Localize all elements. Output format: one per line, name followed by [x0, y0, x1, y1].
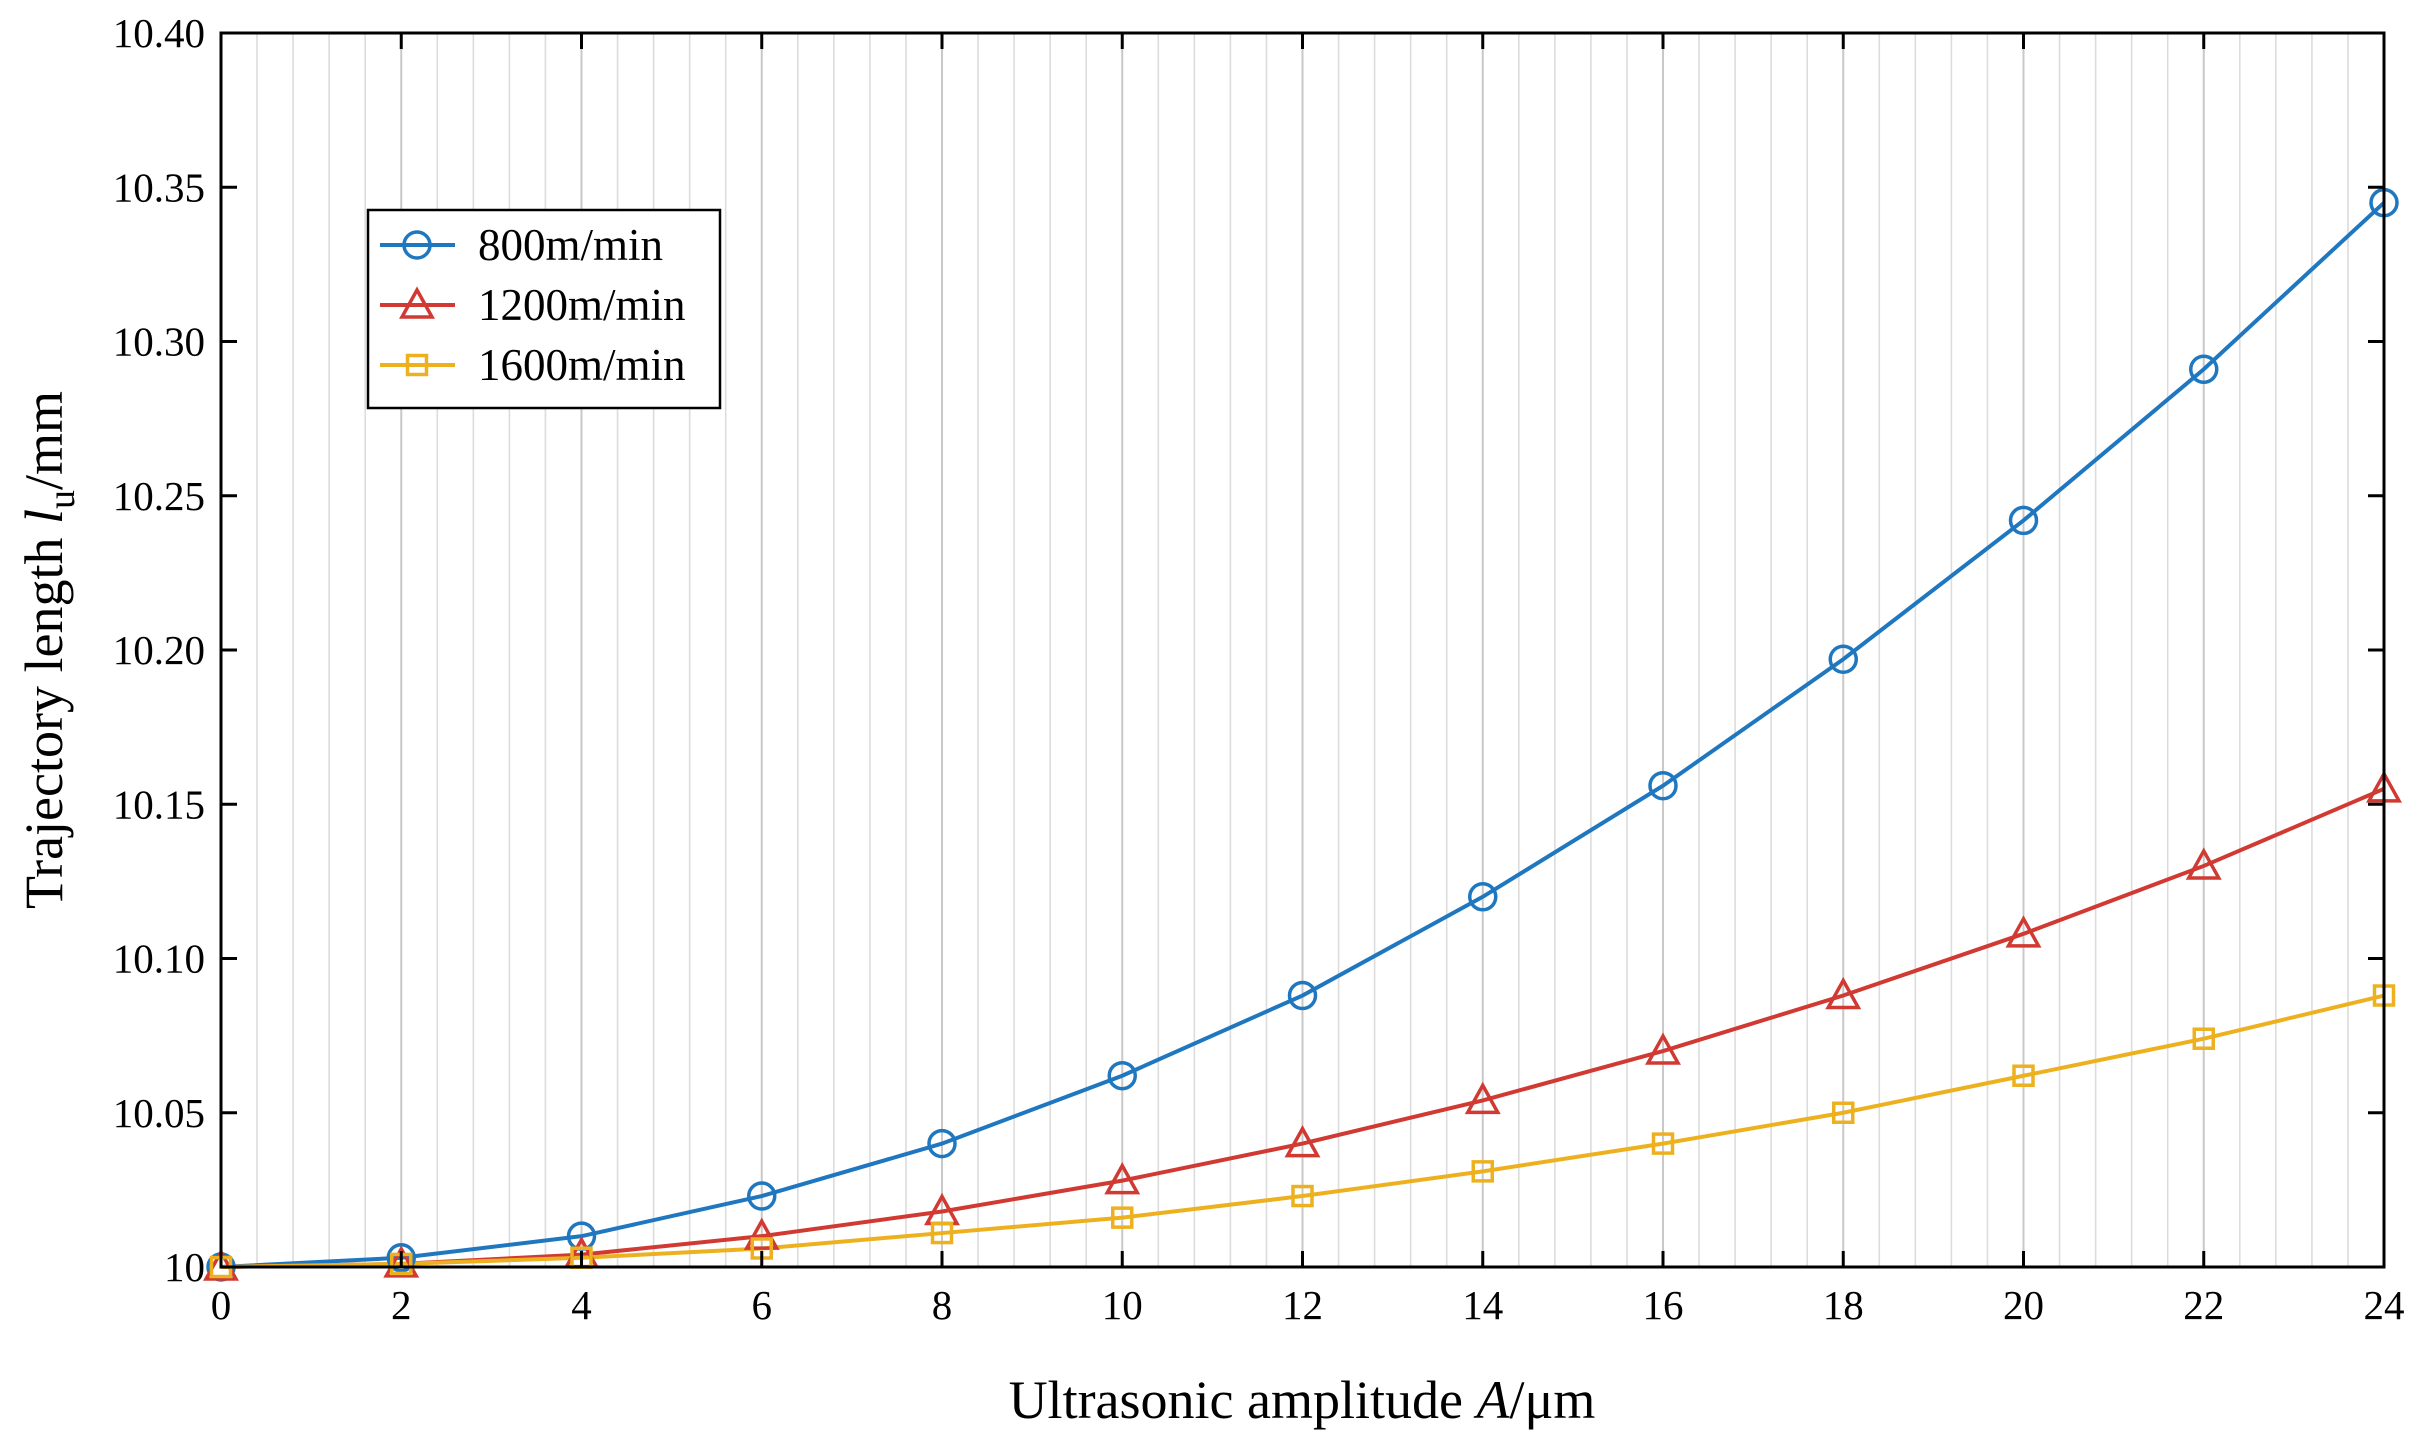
- data-point: [1464, 1081, 1501, 1115]
- data-point: [930, 1221, 954, 1245]
- legend-marker: [402, 230, 432, 260]
- legend-label: 1200m/min: [478, 280, 686, 330]
- axis-ticks: 0 2 4 6 8 10 12 14 16 18 20 22 241010.0510.1010.1510…: [113, 10, 2405, 1328]
- data-point: [1284, 1124, 1321, 1158]
- x-tick-label: 14: [1462, 1282, 1503, 1328]
- data-point: [2192, 1027, 2215, 1050]
- data-point: [1648, 770, 1678, 801]
- data-point: [1104, 1162, 1141, 1195]
- y-tick-label: 10.15: [113, 781, 205, 827]
- x-axis-title: Ultrasonic amplitude A/μm: [1009, 1370, 1596, 1430]
- x-tick-label: 4: [571, 1282, 592, 1328]
- data-point: [1287, 980, 1318, 1011]
- data-point: [1468, 882, 1498, 912]
- y-tick-label: 10: [164, 1244, 205, 1290]
- x-tick-label: 16: [1643, 1282, 1684, 1328]
- data-point: [927, 1128, 957, 1159]
- legend-marker: [399, 286, 435, 319]
- data-point: [386, 1242, 416, 1273]
- data-point: [2005, 915, 2042, 948]
- legend: 800m/min 1200m/min 1600m/min: [366, 208, 722, 410]
- x-tick-label: 20: [2003, 1282, 2044, 1328]
- x-tick-label: 2: [391, 1282, 412, 1328]
- data-point: [1645, 1032, 1681, 1065]
- data-point: [2185, 847, 2222, 880]
- x-tick-label: 0: [211, 1282, 232, 1328]
- data-point: [1107, 1060, 1137, 1091]
- y-tick-label: 10.05: [113, 1090, 205, 1136]
- data-point: [1825, 976, 1862, 1010]
- y-axis-title: Trajectory length lu/mm: [14, 391, 83, 909]
- y-tick-label: 10.20: [113, 627, 205, 673]
- y-tick-label: 10.35: [113, 164, 205, 210]
- y-tick-label: 10.30: [113, 319, 205, 365]
- legend-marker: [405, 353, 429, 377]
- x-tick-label: 6: [752, 1282, 773, 1328]
- x-tick-label: 10: [1102, 1282, 1143, 1328]
- data-point: [2012, 1064, 2035, 1087]
- data-point: [383, 1245, 420, 1278]
- data-point: [747, 1181, 777, 1211]
- y-tick-label: 10.25: [113, 473, 205, 519]
- y-tick-label: 10.40: [113, 10, 205, 56]
- data-point: [1832, 1101, 1855, 1124]
- legend-label: 1600m/min: [478, 340, 686, 390]
- x-tick-label: 18: [1823, 1282, 1864, 1328]
- data-point: [1291, 1184, 1314, 1208]
- x-tick-label: 12: [1282, 1282, 1323, 1328]
- legend-label: 800m/min: [478, 220, 663, 270]
- data-point: [2008, 505, 2039, 536]
- data-point: [1111, 1206, 1134, 1229]
- x-tick-label: 8: [932, 1282, 953, 1328]
- data-point: [1651, 1132, 1675, 1155]
- data-point: [743, 1217, 780, 1250]
- data-point: [1471, 1160, 1494, 1183]
- y-tick-label: 10.10: [113, 936, 205, 982]
- data-point: [2189, 354, 2219, 385]
- x-tick-label: 24: [2364, 1282, 2405, 1328]
- data-point: [1828, 644, 1858, 675]
- x-tick-label: 22: [2183, 1282, 2224, 1328]
